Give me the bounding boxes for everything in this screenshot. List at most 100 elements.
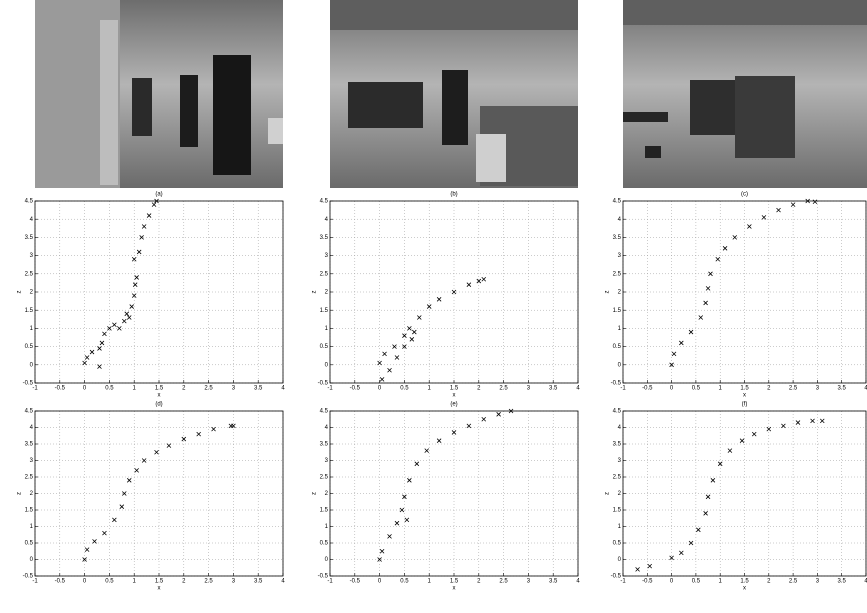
y-tick-label: 2 <box>618 290 622 296</box>
x-tick-label: 2.5 <box>789 386 798 392</box>
marker-stroke <box>751 431 757 437</box>
x-axis-label: x <box>743 586 746 592</box>
point <box>97 364 102 369</box>
y-tick-label: 1.5 <box>320 508 329 514</box>
point <box>722 246 728 251</box>
marker-stroke <box>97 346 102 351</box>
point <box>696 527 701 533</box>
y-tick-label: 1.5 <box>320 308 329 314</box>
x-tick-label: 0.5 <box>692 386 701 392</box>
marker-stroke <box>112 517 117 523</box>
point <box>132 282 138 288</box>
marker-stroke <box>131 293 137 298</box>
x-tick-label: -0.5 <box>642 386 653 392</box>
y-tick-label: 4 <box>30 217 34 223</box>
marker-stroke <box>476 278 482 284</box>
marker-stroke <box>805 198 810 204</box>
point <box>761 215 767 220</box>
marker-stroke <box>647 563 653 569</box>
point <box>379 548 385 554</box>
x-tick-label: 2 <box>767 579 771 585</box>
marker-stroke <box>146 213 152 218</box>
marker-stroke <box>131 256 137 262</box>
x-tick-label: 2 <box>477 579 481 585</box>
y-tick-label: 1 <box>30 524 34 530</box>
marker-stroke <box>466 282 472 288</box>
point <box>146 213 152 218</box>
marker-stroke <box>151 202 157 207</box>
marker-stroke <box>424 448 430 453</box>
marker-stroke <box>717 461 723 467</box>
y-tick-label: 4.5 <box>25 409 34 415</box>
y-tick-label: 1 <box>618 524 622 530</box>
y-tick-label: 4.5 <box>613 199 622 205</box>
x-tick-label: 2 <box>182 579 186 585</box>
chart-caption: (d) <box>155 402 162 408</box>
y-tick-label: 1 <box>325 326 329 332</box>
marker-stroke <box>727 448 733 453</box>
marker-stroke <box>211 426 216 432</box>
y-tick-label: 4 <box>30 425 34 431</box>
marker-stroke <box>132 282 138 288</box>
point <box>727 448 733 453</box>
point <box>141 458 147 463</box>
point <box>715 256 721 262</box>
point <box>112 517 117 523</box>
x-tick-label: 0.5 <box>105 579 114 585</box>
plot-frame <box>329 200 579 384</box>
y-tick-label: 2.5 <box>613 475 622 481</box>
point <box>810 418 815 424</box>
point <box>402 494 407 500</box>
point <box>688 540 694 546</box>
point <box>107 326 112 331</box>
x-tick-label: 3.5 <box>549 386 558 392</box>
plot: -1 -0.5 0 0.5 1 1.5 2 2.5 3 3.5 4-0.500.511.522.53… <box>312 409 581 592</box>
marker-stroke <box>154 198 159 204</box>
marker-stroke <box>84 355 90 360</box>
marker-stroke <box>231 423 236 429</box>
marker-stroke <box>696 527 701 533</box>
marker-stroke <box>99 340 105 346</box>
point <box>781 423 786 429</box>
y-tick-label: 3.5 <box>613 442 622 448</box>
x-tick-label: 1.5 <box>155 579 164 585</box>
marker-stroke <box>387 534 392 539</box>
y-tick-label: 3.5 <box>25 442 34 448</box>
plot: -1 -0.5 0 0.5 1 1.5 2 2.5 3 3.5 4-0.500.511.522.53… <box>605 409 867 592</box>
point <box>402 344 407 349</box>
x-tick-label: 4 <box>864 386 867 392</box>
marker-stroke <box>84 547 90 552</box>
y-tick-label: 1 <box>325 524 329 530</box>
plot: -1 -0.5 0 0.5 1 1.5 2 2.5 3 3.5 4-0.500.511.522.53… <box>605 199 867 408</box>
x-tick-label: 1.5 <box>450 386 459 392</box>
photo-a <box>35 0 283 188</box>
y-tick-label: 1 <box>30 326 34 332</box>
y-axis-label: z <box>17 291 23 294</box>
marker-stroke <box>776 207 781 213</box>
y-tick-label: 4.5 <box>320 409 329 415</box>
x-tick-label: 2.5 <box>789 579 798 585</box>
plot: -1 -0.5 0 0.5 1 1.5 2 2.5 3 3.5 4-0.500.511.522.53… <box>312 199 581 408</box>
x-tick-label: 1 <box>719 579 723 585</box>
x-tick-label: 4 <box>576 386 580 392</box>
y-tick-label: 4.5 <box>320 199 329 205</box>
y-tick-label: 1.5 <box>25 308 34 314</box>
point <box>394 355 400 360</box>
y-tick-label: 3 <box>618 253 622 259</box>
y-tick-label: 1.5 <box>25 508 34 514</box>
point <box>154 198 159 204</box>
point <box>154 449 159 455</box>
point <box>426 304 432 309</box>
point <box>671 351 677 357</box>
marker-stroke <box>669 362 674 368</box>
marker-stroke <box>703 300 708 306</box>
point <box>117 326 122 331</box>
marker-stroke <box>715 256 721 262</box>
point <box>84 355 90 360</box>
y-tick-label: 0 <box>30 557 34 563</box>
y-axis-label: z <box>17 492 23 495</box>
marker-stroke <box>710 478 716 483</box>
x-tick-label: 0 <box>83 579 87 585</box>
point <box>129 304 135 309</box>
photo-b <box>330 0 578 188</box>
